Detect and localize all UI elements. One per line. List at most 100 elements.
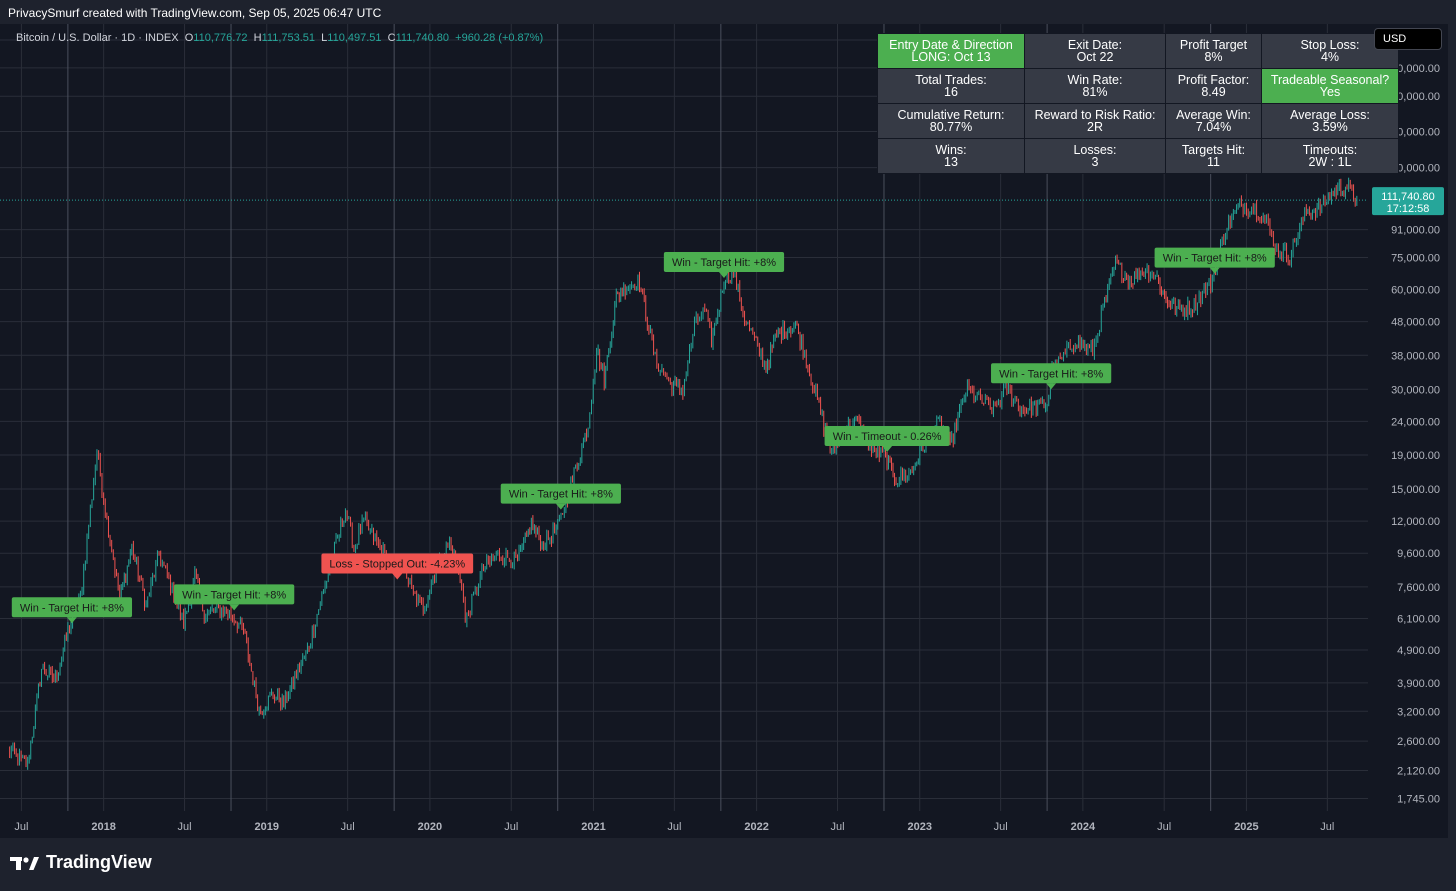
- stats-cell: Win Rate: 81%: [1024, 68, 1166, 104]
- y-tick-label: 6,100.00: [1397, 613, 1440, 625]
- trade-annotation-pointer: [1209, 267, 1220, 274]
- stats-cell: Total Trades: 16: [877, 68, 1025, 104]
- y-tick-label: 24,000.00: [1391, 416, 1440, 428]
- x-tick-label: 2020: [418, 821, 442, 833]
- trade-annotation-label: Win - Timeout - 0.26%: [833, 431, 942, 443]
- trade-annotation-label: Win - Target Hit: +8%: [672, 257, 776, 269]
- trade-annotation-label: Win - Target Hit: +8%: [20, 602, 124, 614]
- x-tick-label: 2022: [744, 821, 768, 833]
- y-tick-label: 1,745.00: [1397, 794, 1440, 806]
- close-label: C: [387, 32, 396, 44]
- trade-annotation-pointer: [392, 573, 403, 580]
- y-tick-label: 7,600.00: [1397, 582, 1440, 594]
- close-value: 111,740.80: [395, 32, 450, 44]
- high-value: 111,753.51: [261, 32, 316, 44]
- y-tick-label: 15,000.00: [1391, 484, 1440, 496]
- y-tick-label: 3,900.00: [1397, 678, 1440, 690]
- stats-cell: Average Loss: 3.59%: [1261, 103, 1399, 139]
- symbol-legend: Bitcoin / U.S. Dollar · 1D · INDEX O110,…: [16, 32, 543, 44]
- y-tick-label: 30,000.00: [1391, 384, 1440, 396]
- x-tick-label: Jul: [1157, 821, 1171, 833]
- trade-annotation-box: [663, 252, 785, 273]
- stats-cell: Cumulative Return: 80.77%: [877, 103, 1025, 139]
- author-credit: PrivacySmurf created with TradingView.co…: [8, 6, 382, 20]
- x-tick-label: 2018: [91, 821, 115, 833]
- trade-annotation-box: [11, 597, 133, 618]
- trade-annotation-pointer: [1046, 383, 1057, 390]
- trade-annotation-box: [500, 483, 621, 504]
- x-tick-label: Jul: [994, 821, 1008, 833]
- time-axis: [0, 811, 1448, 838]
- low-value: 110,497.51: [327, 32, 382, 44]
- trade-annotation-box: [1154, 247, 1275, 268]
- stats-cell: Tradeable Seasonal? Yes: [1261, 68, 1399, 104]
- open-value: 110,776.72: [193, 32, 248, 44]
- y-tick-label: 91,000.00: [1391, 225, 1440, 237]
- x-tick-label: Jul: [504, 821, 518, 833]
- y-tick-label: 12,000.00: [1391, 516, 1440, 528]
- open-label: O: [184, 32, 194, 44]
- stats-cell: Profit Target 8%: [1165, 33, 1262, 69]
- seasonal-stats-table: Entry Date & Direction LONG: Oct 13 Exit …: [877, 33, 1399, 174]
- last-price-badge: [1372, 187, 1444, 216]
- stats-cell: Losses: 3: [1024, 138, 1166, 174]
- trade-annotation-pointer: [229, 604, 240, 611]
- trade-annotation-pointer: [882, 446, 893, 453]
- trade-annotation-label: Win - Target Hit: +8%: [182, 589, 286, 601]
- low-label: L: [321, 32, 328, 44]
- footer: TradingView: [0, 838, 1456, 891]
- trade-annotation-pointer: [66, 617, 77, 624]
- x-tick-label: Jul: [14, 821, 28, 833]
- stats-cell: Average Win: 7.04%: [1165, 103, 1262, 139]
- trade-annotation-pointer: [555, 503, 566, 510]
- last-price-value: 111,740.80: [1381, 191, 1434, 203]
- stats-cell: Entry Date & Direction LONG: Oct 13: [877, 33, 1025, 69]
- trade-annotation-pointer: [718, 272, 729, 279]
- stats-cell: Exit Date: Oct 22: [1024, 33, 1166, 69]
- y-tick-label: 9,600.00: [1397, 548, 1440, 560]
- trade-annotation-label: Win - Target Hit: +8%: [509, 489, 613, 501]
- y-tick-label: 3,200.00: [1397, 706, 1440, 718]
- stats-cell: Reward to Risk Ratio: 2R: [1024, 103, 1166, 139]
- tradingview-logo-text: TradingView: [46, 852, 152, 872]
- x-tick-label: Jul: [830, 821, 844, 833]
- high-label: H: [253, 32, 262, 44]
- stats-cell: Wins: 13: [877, 138, 1025, 174]
- y-tick-label: 48,000.00: [1391, 317, 1440, 329]
- stats-cell: Profit Factor: 8.49: [1165, 68, 1262, 104]
- x-tick-label: 2019: [255, 821, 279, 833]
- tradingview-logo-icon: [10, 856, 39, 870]
- x-tick-label: 2021: [581, 821, 605, 833]
- trade-annotation-label: Win - Target Hit: +8%: [1163, 253, 1267, 265]
- y-tick-label: 60,000.00: [1391, 285, 1440, 297]
- x-tick-label: 2023: [907, 821, 931, 833]
- x-tick-label: Jul: [667, 821, 681, 833]
- x-tick-label: Jul: [178, 821, 192, 833]
- y-tick-label: 230,000.00: [1385, 91, 1440, 103]
- tradingview-logo[interactable]: TradingView: [10, 852, 152, 873]
- y-tick-label: 280,000.00: [1385, 63, 1440, 75]
- y-tick-label: 2,120.00: [1397, 766, 1440, 778]
- y-tick-label: 2,600.00: [1397, 736, 1440, 748]
- price-countdown: 17:12:58: [1387, 203, 1430, 215]
- stats-cell: Targets Hit: 11: [1165, 138, 1262, 174]
- top-bar: PrivacySmurf created with TradingView.co…: [0, 0, 1456, 24]
- trade-annotation-box: [321, 553, 474, 574]
- y-tick-label: 4,900.00: [1397, 645, 1440, 657]
- y-tick-label: 19,000.00: [1391, 450, 1440, 462]
- stats-cell: Timeouts: 2W : 1L: [1261, 138, 1399, 174]
- x-tick-label: Jul: [341, 821, 355, 833]
- trade-annotation-box: [991, 363, 1112, 384]
- chart-area[interactable]: Win - Target Hit: +8% Win - Target Hit: +…: [0, 24, 1448, 838]
- y-tick-label: 75,000.00: [1391, 252, 1440, 264]
- y-tick-label: 140,000.00: [1385, 163, 1440, 175]
- trade-annotation-label: Win - Target Hit: +8%: [999, 368, 1103, 380]
- currency-button[interactable]: USD: [1374, 28, 1442, 50]
- change-value: +960.28 (+0.87%): [455, 32, 544, 44]
- y-tick-label: 180,000.00: [1385, 127, 1440, 139]
- trade-annotation-box: [174, 584, 295, 605]
- x-tick-label: Jul: [1320, 821, 1334, 833]
- trade-annotation-box: [824, 426, 950, 447]
- y-tick-label: 38,000.00: [1391, 350, 1440, 362]
- x-tick-label: 2024: [1071, 821, 1096, 833]
